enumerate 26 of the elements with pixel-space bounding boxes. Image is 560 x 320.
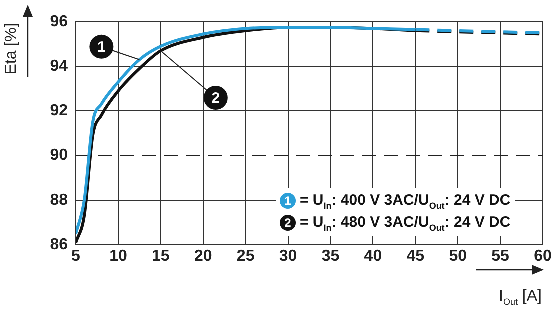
text: 2 [284, 216, 292, 230]
x-tick-label: 60 [534, 248, 552, 266]
x-tick-label: 15 [152, 248, 170, 266]
x-tick-label: 25 [236, 248, 255, 266]
annotation: 2 [212, 90, 220, 108]
x-tick-label: 50 [449, 248, 468, 266]
x-tick-label: 40 [364, 248, 382, 266]
y-tick-label: 92 [50, 102, 68, 120]
x-tick-label: 55 [492, 248, 510, 266]
y-tick-label: 96 [50, 13, 68, 30]
legend-label: = U$_{In}$: 400 V 3AC/U$_{Out}$: 24 V DC [300, 192, 511, 210]
legend-label: = U$_{In}$: 480 V 3AC/U$_{Out}$: 24 V DC [300, 214, 511, 232]
y-tick-label: 90 [50, 147, 68, 164]
y-tick-label: 88 [50, 192, 68, 209]
x-tick-label: 45 [406, 248, 425, 266]
annotation: 1 [98, 39, 106, 56]
x-axis-title: I$_{Out}$ [A] [499, 288, 542, 308]
x-tick-label: 5 [72, 248, 81, 266]
x-tick-label: 30 [279, 248, 298, 266]
y-tick-label: 94 [50, 58, 68, 76]
x-tick-label: 10 [110, 248, 128, 266]
y-tick-label: 86 [50, 236, 68, 254]
x-tick-label: 35 [322, 248, 340, 266]
y-axis-title: Eta [%] [2, 23, 21, 75]
x-tick-label: 20 [194, 248, 212, 266]
text: 1 [284, 194, 292, 208]
